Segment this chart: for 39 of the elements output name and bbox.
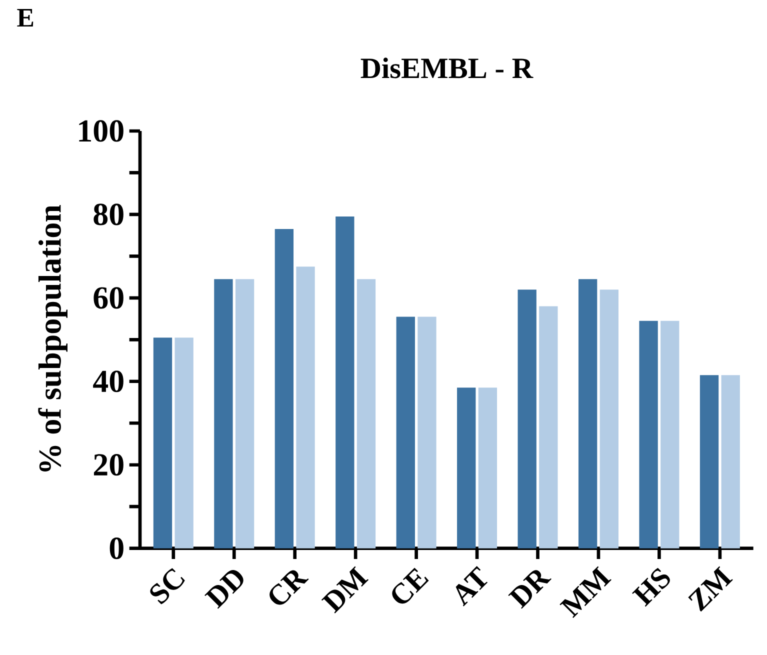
y-tick-label: 40 [93, 370, 124, 392]
y-tick-label: 100 [79, 120, 124, 142]
bar [600, 290, 618, 548]
bar [578, 279, 598, 548]
x-tick-label: DD [204, 570, 244, 609]
y-tick-label: 0 [110, 538, 124, 560]
bar [418, 316, 436, 548]
bar [296, 266, 315, 548]
x-tick-label: SC [150, 568, 185, 604]
bar [336, 216, 354, 548]
bar [457, 388, 476, 548]
x-tick-label: CR [270, 570, 309, 605]
x-tick-label: ZM [688, 566, 733, 612]
x-tick-label: AT [456, 566, 488, 606]
bar [518, 290, 536, 548]
bar [700, 375, 719, 548]
bar [478, 388, 498, 548]
bar [660, 320, 680, 548]
bar [639, 320, 658, 548]
bar [153, 338, 172, 548]
x-tick-label: DR [508, 570, 552, 609]
y-tick-label: 80 [94, 204, 124, 226]
x-tick-label: DM [321, 566, 369, 614]
bar [539, 306, 558, 548]
x-tick-label: CE [392, 568, 429, 604]
x-tick-label: HS [632, 568, 670, 607]
bar [235, 279, 254, 548]
bar [356, 279, 376, 548]
y-tick-label: 60 [94, 287, 124, 309]
bar [214, 279, 233, 548]
y-tick-label: 20 [94, 454, 124, 476]
bar [396, 316, 415, 548]
x-tick-label: MM [560, 566, 612, 618]
chart-title: DisEMBL - R [360, 58, 534, 78]
bar [721, 375, 740, 548]
bar [174, 338, 194, 548]
y-axis-title: % of subpopulation [38, 204, 68, 472]
text: E [17, 9, 34, 26]
bar [274, 229, 294, 548]
